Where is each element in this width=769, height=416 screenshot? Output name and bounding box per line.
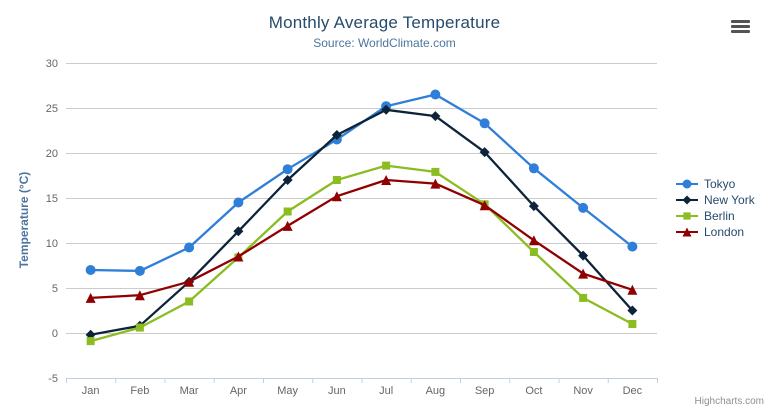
- data-point-new-york[interactable]: [381, 104, 392, 115]
- legend-series-glyph: [676, 211, 698, 220]
- x-axis-label: Aug: [426, 385, 446, 397]
- data-point-new-york[interactable]: [233, 226, 244, 237]
- data-point-new-york[interactable]: [627, 305, 638, 316]
- x-axis-label: Dec: [623, 385, 643, 397]
- x-axis-label: Sep: [475, 385, 495, 397]
- legend-item-tokyo[interactable]: Tokyo: [675, 176, 755, 191]
- x-axis-label: Oct: [525, 385, 542, 397]
- data-point-tokyo[interactable]: [430, 89, 441, 100]
- data-point-tokyo[interactable]: [528, 163, 539, 174]
- y-axis-label: 30: [46, 58, 58, 70]
- data-point-berlin[interactable]: [628, 320, 637, 328]
- data-point-new-york[interactable]: [528, 201, 539, 212]
- data-point-berlin[interactable]: [185, 297, 194, 306]
- series-line-new-york: [89, 108, 634, 336]
- highcharts-credit-link[interactable]: Highcharts.com: [694, 396, 764, 407]
- chart-title: Monthly Average Temperature: [268, 13, 501, 32]
- data-point-london[interactable]: [627, 284, 638, 295]
- legend: Tokyo New York Berlin London: [675, 176, 755, 239]
- data-point-london[interactable]: [184, 276, 195, 287]
- data-point-new-york[interactable]: [578, 250, 589, 261]
- hamburger-icon: [731, 30, 750, 33]
- x-axis-label: Apr: [230, 385, 247, 397]
- x-axis-label: Feb: [130, 385, 149, 397]
- legend-marker-triangle-icon: [675, 226, 699, 238]
- data-point-london[interactable]: [430, 178, 441, 189]
- legend-series-glyph: [676, 195, 698, 204]
- data-point-london[interactable]: [381, 175, 392, 185]
- data-point-berlin[interactable]: [135, 323, 144, 332]
- data-point-tokyo[interactable]: [134, 265, 145, 276]
- data-point-berlin[interactable]: [382, 161, 391, 170]
- series-line-london: [89, 178, 634, 300]
- legend-label: Tokyo: [704, 176, 736, 191]
- legend-marker-circle-icon: [675, 178, 699, 190]
- series-line-berlin: [89, 164, 634, 343]
- legend-label: London: [704, 224, 745, 239]
- data-point-new-york[interactable]: [331, 130, 342, 140]
- y-axis-label: 5: [52, 283, 58, 295]
- hamburger-icon: [731, 20, 750, 23]
- data-point-tokyo[interactable]: [479, 118, 490, 129]
- y-axis-label: 10: [46, 238, 58, 250]
- data-point-tokyo[interactable]: [282, 164, 293, 175]
- data-point-berlin[interactable]: [529, 248, 538, 256]
- legend-marker-shape: [683, 211, 691, 220]
- legend-label: Berlin: [704, 208, 735, 223]
- data-point-london[interactable]: [233, 251, 244, 262]
- data-point-london[interactable]: [134, 290, 145, 301]
- data-point-london[interactable]: [85, 292, 96, 303]
- series-line-tokyo: [89, 93, 634, 273]
- legend-item-new-york[interactable]: New York: [675, 192, 755, 207]
- legend-series-glyph: [676, 179, 698, 188]
- y-axis-label: -5: [48, 373, 58, 385]
- legend-item-london[interactable]: London: [675, 224, 755, 239]
- x-axis-label: Nov: [573, 385, 593, 397]
- data-point-berlin[interactable]: [86, 337, 95, 346]
- data-point-tokyo[interactable]: [85, 265, 96, 275]
- legend-marker-shape: [682, 195, 692, 204]
- y-axis-label: 15: [46, 193, 58, 205]
- legend-marker-shape: [682, 227, 692, 236]
- legend-series-glyph: [676, 227, 698, 236]
- x-axis-label: Jan: [82, 385, 100, 397]
- data-point-tokyo[interactable]: [627, 241, 638, 252]
- data-point-london[interactable]: [479, 200, 490, 211]
- data-point-new-york[interactable]: [479, 147, 490, 158]
- y-axis-label: 0: [52, 328, 58, 340]
- data-point-london[interactable]: [282, 220, 293, 231]
- data-point-tokyo[interactable]: [578, 202, 589, 213]
- x-axis-label: May: [277, 385, 298, 397]
- data-point-berlin[interactable]: [332, 176, 341, 184]
- legend-marker-diamond-icon: [675, 194, 699, 206]
- export-menu-button[interactable]: [731, 20, 750, 33]
- data-point-london[interactable]: [578, 268, 589, 279]
- y-axis-label: 25: [46, 103, 58, 115]
- legend-label: New York: [704, 192, 755, 207]
- chart-subtitle: Source: WorldClimate.com: [313, 36, 456, 50]
- data-point-berlin[interactable]: [431, 167, 440, 176]
- y-axis-title: Temperature (°C): [17, 171, 31, 269]
- x-axis-label: Jul: [379, 385, 393, 397]
- legend-marker-square-icon: [675, 210, 699, 222]
- data-point-london[interactable]: [528, 235, 539, 246]
- legend-item-berlin[interactable]: Berlin: [675, 208, 755, 223]
- data-point-tokyo[interactable]: [233, 197, 244, 208]
- legend-marker-shape: [682, 179, 692, 188]
- data-point-berlin[interactable]: [579, 293, 588, 302]
- data-point-london[interactable]: [331, 191, 342, 202]
- data-point-new-york[interactable]: [430, 111, 441, 122]
- y-axis-label: 20: [46, 148, 58, 160]
- data-point-berlin[interactable]: [283, 207, 292, 216]
- hamburger-icon: [731, 25, 750, 28]
- x-axis-label: Mar: [180, 385, 199, 397]
- data-point-new-york[interactable]: [282, 175, 293, 185]
- data-point-tokyo[interactable]: [184, 242, 195, 253]
- x-axis-label: Jun: [328, 385, 346, 397]
